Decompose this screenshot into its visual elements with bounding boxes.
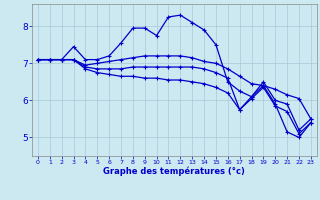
X-axis label: Graphe des températures (°c): Graphe des températures (°c) xyxy=(103,167,245,176)
